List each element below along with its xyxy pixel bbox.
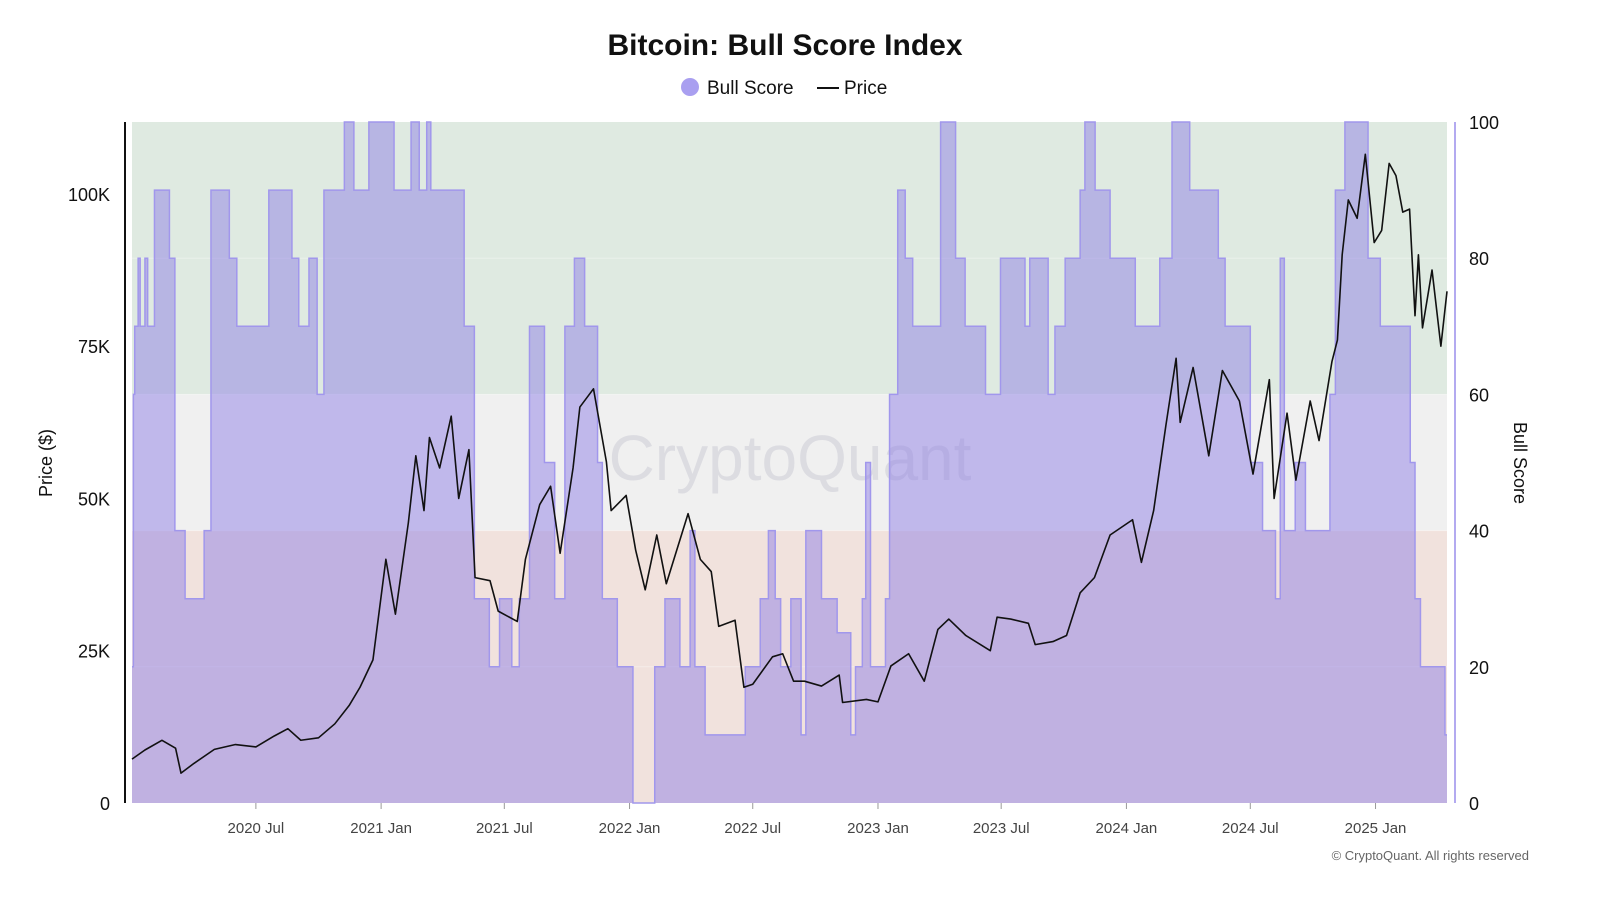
left-axis-title: Price ($) — [36, 429, 56, 497]
x-tick-label: 2022 Jan — [599, 820, 661, 837]
right-tick-label: 0 — [1469, 794, 1479, 814]
legend-item-bull-score[interactable]: Bull Score — [681, 78, 794, 99]
left-tick-label: 75K — [78, 337, 110, 357]
x-tick-label: 2023 Jul — [973, 820, 1030, 837]
left-tick-label: 25K — [78, 642, 110, 662]
x-tick-label: 2021 Jan — [350, 820, 412, 837]
x-tick-label: 2023 Jan — [847, 820, 909, 837]
right-axis-title: Bull Score — [1510, 422, 1530, 504]
x-axis-ticks: 2020 Jul 2021 Jan 2021 Jul 2022 Jan 2022 Jul… — [228, 803, 1407, 837]
x-tick-label: 2024 Jul — [1222, 820, 1279, 837]
left-tick-label: 100K — [68, 185, 110, 205]
legend-price-label: Price — [844, 78, 887, 99]
right-tick-label: 80 — [1469, 249, 1489, 269]
left-tick-label: 50K — [78, 489, 110, 509]
x-tick-label: 2020 Jul — [228, 820, 285, 837]
legend: Bull Score Price — [681, 78, 887, 99]
x-tick-label: 2022 Jul — [724, 820, 781, 837]
right-tick-label: 60 — [1469, 385, 1489, 405]
right-tick-label: 40 — [1469, 522, 1489, 542]
right-axis-ticks: 0 20 40 60 80 100 — [1469, 113, 1499, 814]
copyright-footer: © CryptoQuant. All rights reserved — [1332, 848, 1529, 863]
right-tick-label: 100 — [1469, 113, 1499, 133]
chart-title: Bitcoin: Bull Score Index — [607, 29, 962, 62]
right-tick-label: 20 — [1469, 658, 1489, 678]
x-tick-label: 2024 Jan — [1096, 820, 1158, 837]
x-tick-label: 2025 Jan — [1345, 820, 1407, 837]
left-axis-ticks: 0 25K 50K 75K 100K — [68, 185, 110, 814]
legend-bull-score-label: Bull Score — [707, 78, 794, 99]
legend-item-price[interactable]: Price — [817, 78, 887, 99]
left-tick-label: 0 — [100, 794, 110, 814]
x-tick-label: 2021 Jul — [476, 820, 533, 837]
legend-bull-score-marker — [681, 78, 699, 96]
